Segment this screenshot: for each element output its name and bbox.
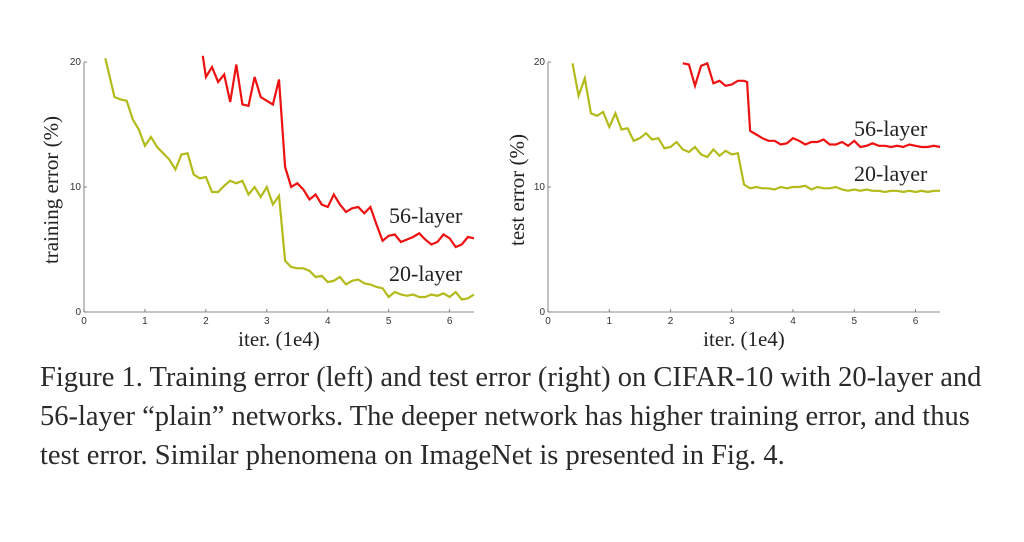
chart-2-x-tick-label: 0 <box>545 316 551 327</box>
chart-1-series-label-20-layer: 20-layer <box>389 261 463 286</box>
chart-2-x-tick-label: 4 <box>790 316 796 327</box>
chart-1-x-tick-label: 5 <box>386 316 392 327</box>
chart-2-series-20-layer <box>571 63 940 194</box>
chart-1-series-20-layer <box>104 57 475 301</box>
chart-2-x-tick-label: 3 <box>729 316 735 327</box>
chart-1-series-label-56-layer: 56-layer <box>389 203 463 228</box>
chart-1-y-tick-label: 0 <box>75 307 81 318</box>
chart-2-y-tick-label: 20 <box>534 57 546 68</box>
figure-caption: Figure 1. Training error (left) and test… <box>40 362 982 471</box>
chart-2-x-tick-label: 1 <box>606 316 612 327</box>
chart-1-x-tick-label: 2 <box>203 316 209 327</box>
chart-1-series-56-layer <box>201 55 475 249</box>
chart-1-y-axis-title: training error (%) <box>39 116 63 264</box>
chart-2-x-axis-title: iter. (1e4) <box>703 327 785 351</box>
chart-2-x-tick-label: 2 <box>668 316 674 327</box>
chart-2-x-tick-label: 5 <box>851 316 857 327</box>
chart-2-series-label-56-layer: 56-layer <box>854 116 928 141</box>
chart-2-series-label-20-layer: 20-layer <box>854 161 928 186</box>
chart-1-y-tick-label: 10 <box>70 182 82 193</box>
chart-1-x-tick-label: 6 <box>447 316 453 327</box>
chart-1-x-tick-label: 0 <box>81 316 87 327</box>
chart-1-x-axis-title: iter. (1e4) <box>238 327 320 351</box>
chart-1-x-tick-label: 1 <box>142 316 148 327</box>
chart-1-x-tick-label: 3 <box>264 316 270 327</box>
chart-training-error: 0 1 2 3 4 5 6 0 10 20 iter. (1e4) training error (%… <box>39 55 475 351</box>
chart-2-x-tick-label: 6 <box>913 316 919 327</box>
chart-1-y-tick-label: 20 <box>70 57 82 68</box>
chart-1-x-tick-label: 4 <box>325 316 331 327</box>
chart-2-y-tick-label: 0 <box>539 307 545 318</box>
chart-2-series-56-layer <box>682 61 941 149</box>
chart-2-y-axis-title: test error (%) <box>505 134 529 246</box>
chart-test-error: 0 1 2 3 4 5 6 0 10 20 iter. (1e4) test error (%) 56-… <box>505 57 941 351</box>
chart-2-y-tick-label: 10 <box>534 182 546 193</box>
